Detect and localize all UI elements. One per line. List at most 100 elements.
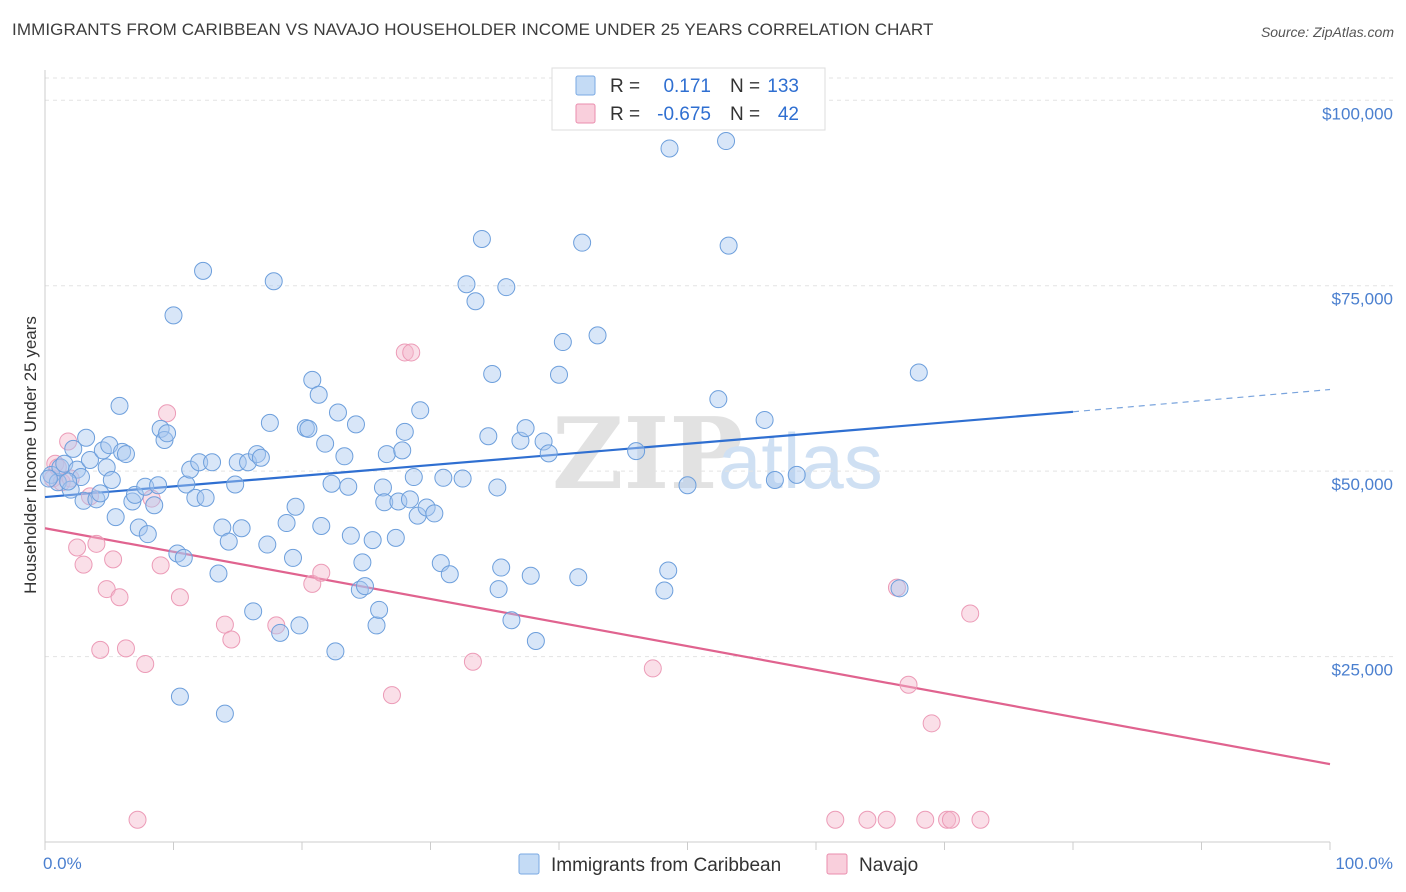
- data-point-caribbean: [91, 484, 110, 503]
- data-point-caribbean: [516, 419, 535, 438]
- data-point-caribbean: [655, 581, 674, 600]
- data-point-navajo: [215, 615, 234, 634]
- trend-lines: [44, 388, 1331, 766]
- data-point-caribbean: [316, 434, 335, 453]
- data-point-caribbean: [588, 326, 607, 345]
- data-point-caribbean: [228, 453, 247, 472]
- data-point-caribbean: [181, 460, 200, 479]
- legend-n-label-2: N =: [730, 104, 760, 125]
- data-point-navajo: [858, 810, 877, 829]
- source-label: Source: ZipAtlas.com: [1260, 24, 1394, 40]
- y-tick-label: $75,000: [1332, 290, 1393, 309]
- data-point-caribbean: [164, 306, 183, 325]
- data-point-caribbean: [299, 419, 318, 438]
- data-point-caribbean: [322, 474, 341, 493]
- data-point-caribbean: [341, 526, 360, 545]
- data-point-caribbean: [244, 602, 263, 621]
- data-point-caribbean: [534, 432, 553, 451]
- watermark-zip: ZIP: [552, 397, 743, 512]
- gridlines: [45, 77, 1393, 658]
- data-point-navajo: [128, 810, 147, 829]
- legend-r-label-2: R =: [610, 104, 640, 125]
- data-point-caribbean: [286, 497, 305, 516]
- legend-r-value-1: 0.171: [663, 76, 711, 97]
- y-tick-labels: $25,000 $50,000 $75,000 $100,000: [1322, 104, 1393, 679]
- data-point-navajo: [899, 675, 918, 694]
- data-point-caribbean: [284, 548, 303, 567]
- data-point-navajo: [971, 810, 990, 829]
- data-point-caribbean: [660, 139, 679, 158]
- data-point-caribbean: [251, 448, 270, 467]
- legend-n-value-1: 133: [767, 76, 799, 97]
- scatter-points: [39, 132, 990, 829]
- data-point-caribbean: [489, 580, 508, 599]
- data-point-caribbean: [404, 468, 423, 487]
- data-point-navajo: [104, 550, 123, 569]
- data-point-caribbean: [145, 496, 164, 515]
- data-point-caribbean: [196, 488, 215, 507]
- x-tick-labels: 0.0% 100.0%: [43, 854, 1393, 873]
- trend-line-caribbean: [44, 410, 1074, 499]
- data-point-caribbean: [373, 478, 392, 497]
- data-point-caribbean: [77, 428, 96, 447]
- data-point-caribbean: [277, 514, 296, 533]
- data-point-caribbean: [659, 561, 678, 580]
- data-point-caribbean: [370, 600, 389, 619]
- data-point-caribbean: [627, 442, 646, 461]
- data-point-caribbean: [483, 364, 502, 383]
- data-point-caribbean: [375, 493, 394, 512]
- data-point-navajo: [222, 630, 241, 649]
- data-point-caribbean: [74, 491, 93, 510]
- y-tick-label: $50,000: [1332, 475, 1393, 494]
- data-point-navajo: [170, 588, 189, 607]
- data-point-navajo: [312, 563, 331, 582]
- data-point-caribbean: [149, 476, 168, 495]
- data-point-caribbean: [909, 363, 928, 382]
- y-tick-label: $100,000: [1322, 104, 1393, 123]
- x-tick-label: 100.0%: [1335, 854, 1393, 873]
- y-tick-label: $25,000: [1332, 661, 1393, 680]
- data-point-caribbean: [492, 558, 511, 577]
- data-point-caribbean: [194, 261, 213, 280]
- data-point-caribbean: [80, 451, 99, 469]
- watermark-atlas: atlas: [718, 417, 883, 505]
- data-point-caribbean: [539, 444, 558, 463]
- bottom-legend-label-caribbean: Immigrants from Caribbean: [551, 855, 781, 876]
- data-point-caribbean: [573, 233, 592, 252]
- data-point-caribbean: [755, 410, 774, 429]
- data-point-caribbean: [110, 396, 129, 415]
- data-point-caribbean: [457, 275, 476, 294]
- data-point-navajo: [938, 810, 957, 829]
- data-point-caribbean: [453, 469, 472, 488]
- data-point-caribbean: [209, 564, 228, 583]
- data-point-caribbean: [353, 553, 372, 572]
- data-point-caribbean: [890, 579, 909, 598]
- data-point-caribbean: [312, 517, 331, 536]
- data-point-caribbean: [290, 616, 309, 635]
- data-point-navajo: [922, 714, 941, 733]
- data-point-caribbean: [389, 492, 408, 511]
- data-point-caribbean: [309, 385, 328, 404]
- data-point-navajo: [826, 810, 845, 829]
- data-point-navajo: [961, 604, 980, 623]
- data-point-navajo: [463, 652, 482, 671]
- data-point-caribbean: [59, 472, 78, 491]
- data-point-caribbean: [258, 535, 277, 554]
- data-point-navajo: [158, 404, 177, 423]
- data-point-caribbean: [550, 365, 568, 384]
- data-point-caribbean: [39, 469, 58, 488]
- data-point-caribbean: [521, 566, 540, 585]
- legend-swatch-navajo: [575, 103, 596, 124]
- data-point-caribbean: [335, 447, 354, 466]
- data-point-caribbean: [765, 471, 784, 490]
- data-point-caribbean: [158, 424, 177, 443]
- data-point-caribbean: [466, 292, 485, 311]
- data-point-navajo: [402, 343, 421, 362]
- data-point-caribbean: [328, 403, 347, 422]
- data-point-caribbean: [190, 453, 209, 472]
- data-point-caribbean: [395, 422, 414, 441]
- data-point-caribbean: [472, 229, 491, 248]
- data-point-navajo: [877, 810, 896, 829]
- data-point-navajo: [87, 534, 106, 553]
